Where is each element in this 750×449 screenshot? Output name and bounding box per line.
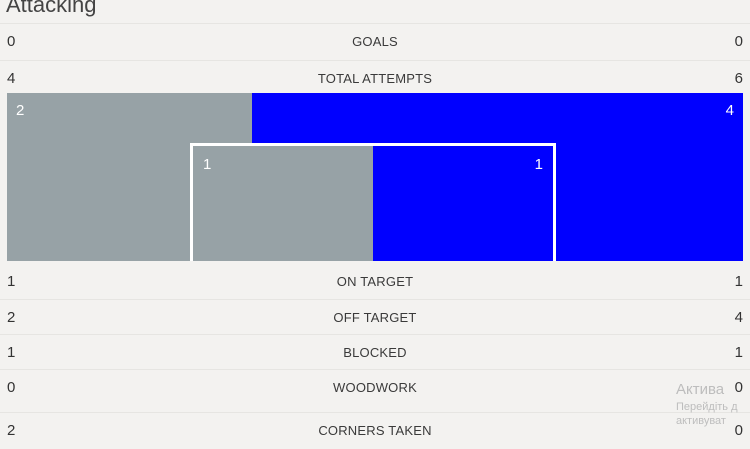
home-value: 1 [7, 344, 16, 361]
stat-row-blocked: 1 BLOCKED 1 [0, 334, 750, 371]
away-value: 1 [734, 273, 743, 290]
away-value: 1 [734, 344, 743, 361]
away-value: 0 [734, 422, 743, 439]
goal-frame: 1 1 [190, 143, 556, 261]
stat-label: OFF TARGET [333, 310, 417, 325]
stat-label: WOODWORK [333, 380, 417, 395]
stat-row-off-target: 2 OFF TARGET 4 [0, 299, 750, 336]
home-value: 0 [7, 33, 16, 50]
inside-box-away-value: 1 [534, 156, 543, 173]
outside-box-home-value: 2 [16, 102, 25, 119]
outside-box-away-value: 4 [725, 102, 734, 119]
section-title: Attacking [6, 0, 97, 17]
away-value: 4 [734, 309, 743, 326]
attempts-goal-visual: 2 4 1 1 [7, 93, 743, 261]
stat-label: GOALS [352, 34, 398, 49]
stat-row-corners-taken: 2 CORNERS TAKEN 0 [0, 412, 750, 449]
away-value: 0 [734, 33, 743, 50]
inside-box-home-fill [193, 146, 373, 261]
away-value: 0 [734, 379, 743, 396]
stat-label: ON TARGET [336, 274, 414, 289]
home-value: 4 [7, 70, 16, 87]
home-value: 1 [7, 273, 16, 290]
inside-box-home-value: 1 [203, 156, 212, 173]
stat-row-total-attempts: 4 TOTAL ATTEMPTS 6 [0, 60, 750, 97]
home-value: 2 [7, 422, 16, 439]
stat-row-woodwork: 0 WOODWORK 0 [0, 369, 750, 406]
stat-label: CORNERS TAKEN [318, 423, 432, 438]
home-value: 2 [7, 309, 16, 326]
stat-row-on-target: 1 ON TARGET 1 [0, 264, 750, 300]
home-value: 0 [7, 379, 16, 396]
stat-label: TOTAL ATTEMPTS [317, 71, 433, 86]
away-value: 6 [734, 70, 743, 87]
stat-label: BLOCKED [343, 345, 407, 360]
stat-row-goals: 0 GOALS 0 [0, 23, 750, 60]
